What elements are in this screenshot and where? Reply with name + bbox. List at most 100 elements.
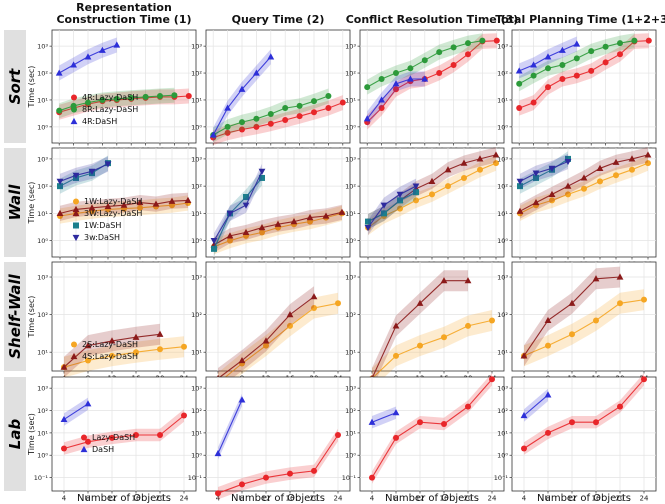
data-point	[444, 166, 452, 173]
data-point	[593, 317, 599, 324]
data-point	[238, 396, 246, 403]
data-point	[113, 41, 121, 48]
data-point	[440, 277, 448, 284]
data-point	[380, 202, 388, 209]
data-point	[460, 159, 468, 166]
y-tick-label: 10¹	[37, 96, 48, 104]
data-point	[602, 43, 609, 50]
row-band	[4, 30, 26, 143]
data-point	[109, 352, 115, 359]
data-point	[597, 178, 603, 185]
legend-entry: 8R:Lazy-DaSH	[82, 105, 138, 114]
data-point	[592, 275, 600, 282]
data-point	[296, 113, 303, 120]
data-point	[72, 234, 80, 242]
y-tick-label: 10³	[191, 274, 202, 282]
legend-entry: 4R:DaSH	[82, 117, 117, 126]
data-point	[465, 40, 471, 47]
data-point	[593, 419, 599, 426]
data-point	[238, 356, 246, 364]
legend: 2S:Lazy-DaSH 4S:Lazy-DaSH	[70, 340, 138, 361]
series-lazy-dash	[61, 409, 187, 455]
series-line	[217, 302, 339, 384]
data-point	[545, 84, 551, 91]
data-point	[520, 411, 528, 419]
x-tick-label: 24	[640, 495, 649, 503]
row-label: Shelf-Wall	[6, 273, 24, 358]
y-tick-label: 10¹	[191, 429, 202, 437]
data-point	[60, 363, 68, 370]
data-point	[617, 300, 623, 307]
chart-panel: 4 8 12 16 20 24 10⁻¹ 10⁰ 10¹ 10² 10³	[342, 373, 505, 503]
plot-area	[51, 376, 197, 492]
plot-area	[359, 29, 505, 144]
data-point	[548, 165, 556, 172]
y-tick-label: 10³	[497, 385, 508, 393]
data-point	[530, 61, 537, 68]
series-line	[371, 319, 493, 379]
y-tick-label: 10⁰	[345, 237, 356, 245]
data-point	[378, 76, 385, 83]
y-tick-label: 10³	[37, 155, 48, 163]
data-point	[128, 94, 135, 101]
data-point	[613, 172, 619, 179]
data-point	[274, 220, 282, 227]
row-band	[4, 262, 26, 371]
data-point	[369, 474, 375, 481]
data-point	[616, 273, 624, 280]
data-point	[85, 438, 91, 445]
chart-panel: 481216202410¹10²10³	[191, 261, 351, 394]
data-point	[84, 341, 92, 349]
data-point	[73, 222, 79, 229]
y-tick-label: 10⁻¹	[188, 474, 203, 482]
x-tick-label: 8	[86, 495, 90, 503]
series-3w-lazy-dash	[210, 204, 346, 253]
series-dash	[214, 393, 246, 460]
y-tick-label: 10³	[37, 43, 48, 51]
x-tick-label: 12	[568, 495, 577, 503]
data-point	[581, 185, 587, 192]
data-point	[532, 170, 540, 177]
data-point	[417, 419, 423, 426]
data-point	[210, 238, 218, 245]
data-point	[516, 105, 523, 112]
row-label: Sort	[6, 68, 24, 105]
data-point	[136, 198, 144, 206]
chart-panel: 481216202410¹10²10³	[37, 261, 197, 383]
x-tick-label: 8	[546, 495, 550, 503]
data-point	[515, 67, 523, 74]
data-point	[596, 164, 604, 171]
row-label: Lab	[6, 419, 24, 450]
legend-entry: 4R:Lazy-DaSH	[82, 93, 138, 102]
data-point	[133, 432, 139, 439]
confidence-band	[60, 156, 108, 189]
data-point	[88, 168, 96, 175]
data-point	[306, 214, 314, 221]
chart-panel: 4681012141618202210⁰10¹10²10³	[345, 29, 505, 155]
data-point	[71, 341, 77, 348]
y-tick-label: 10⁰	[37, 237, 48, 245]
y-tick-label: 10²	[345, 70, 356, 78]
series-line	[371, 412, 397, 423]
chart-panel: 4 8 12 16 20 24 10⁻¹ 10⁰ 10¹ 10² 10³	[188, 376, 351, 503]
data-point	[156, 330, 164, 337]
data-point	[565, 191, 571, 198]
y-tick-label: 10⁰	[37, 452, 48, 460]
series-2s-lazy-dash	[215, 292, 341, 394]
data-point	[436, 49, 443, 56]
data-point	[465, 403, 471, 410]
confidence-band	[64, 409, 184, 455]
data-point	[393, 352, 399, 359]
data-point	[417, 342, 423, 349]
data-point	[113, 95, 120, 102]
data-point	[60, 415, 68, 423]
series-lazy-dash	[369, 373, 495, 484]
y-tick-label: 10⁰	[191, 452, 202, 460]
data-point	[211, 245, 217, 252]
y-tick-label: 10³	[37, 274, 48, 282]
y-axis-label: Time (sec)	[27, 413, 36, 456]
y-tick-label: 10³	[345, 43, 356, 51]
data-point	[263, 474, 269, 481]
data-point	[253, 69, 260, 76]
data-point	[461, 174, 467, 181]
